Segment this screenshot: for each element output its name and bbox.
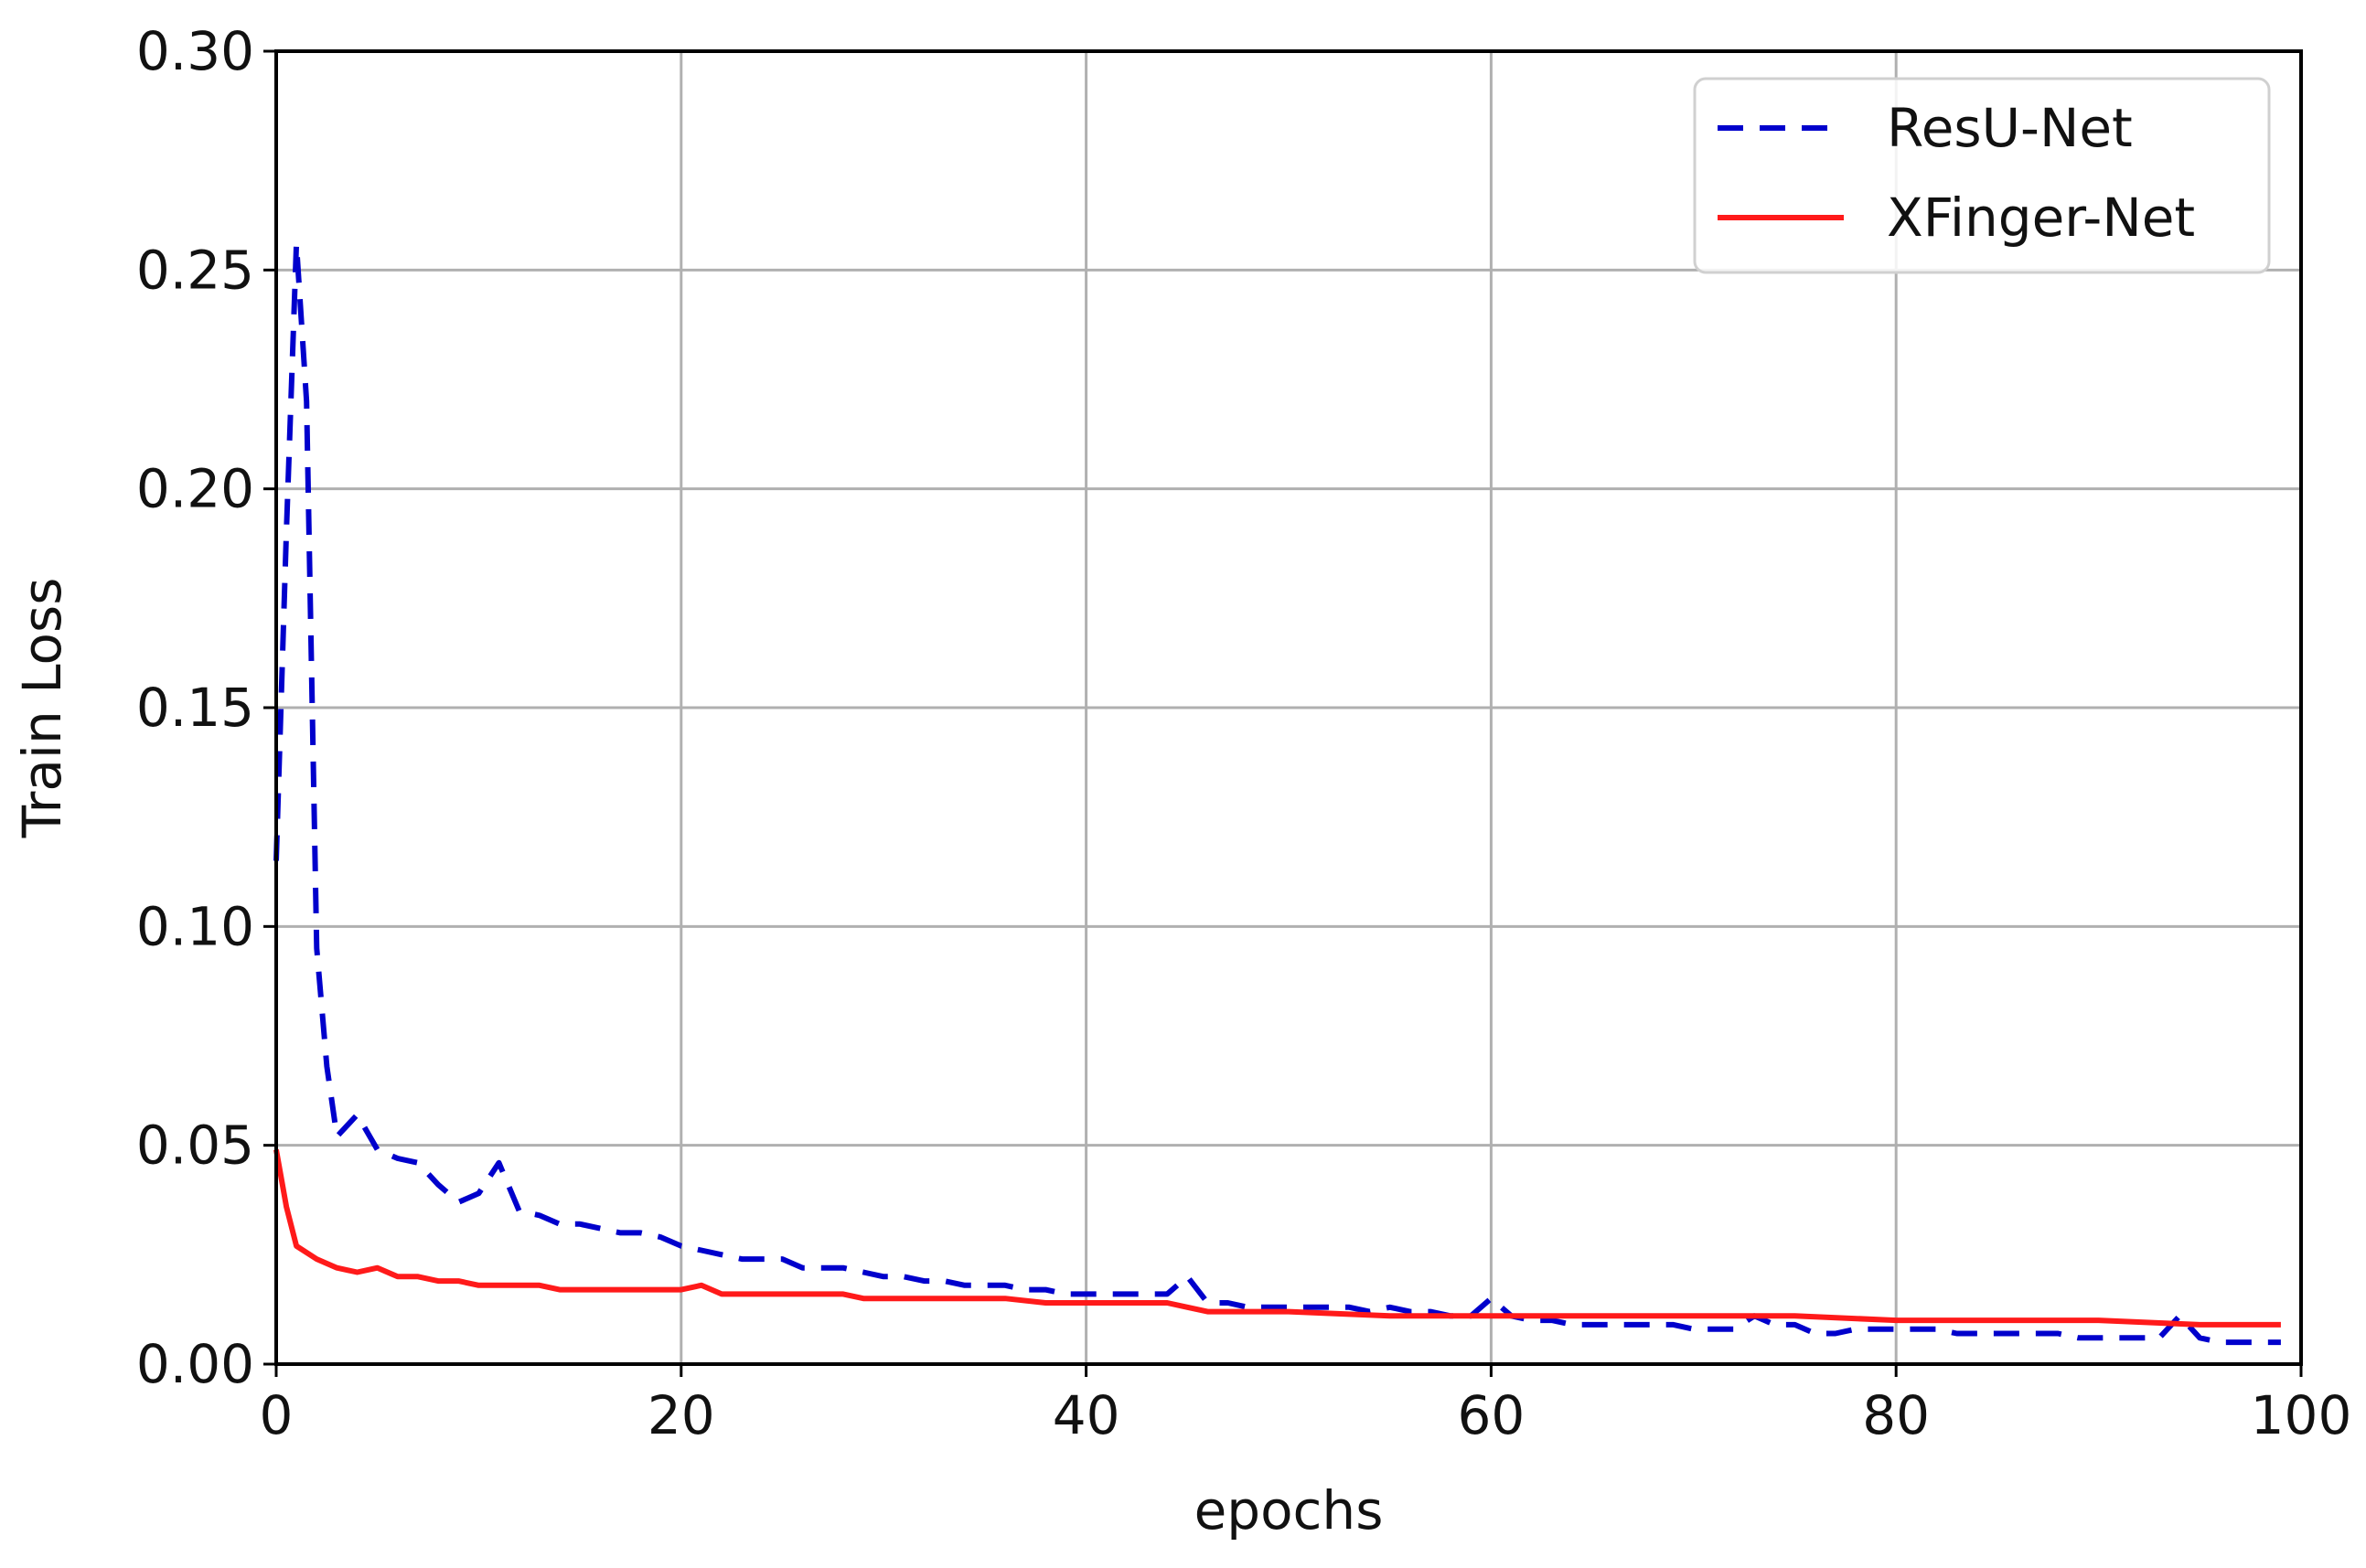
y-tick-label: 0.10 [136, 895, 254, 957]
y-tick-label: 0.05 [136, 1115, 254, 1177]
x-tick-label: 40 [1053, 1384, 1120, 1446]
legend-box [1693, 77, 2271, 274]
x-axis-label: epochs [1194, 1479, 1384, 1541]
y-axis-label: Train Loss [11, 578, 73, 839]
x-tick-label: 0 [260, 1384, 294, 1446]
y-tick-label: 0.25 [136, 239, 254, 301]
series-layer [273, 240, 2281, 1346]
x-tick-label: 80 [1862, 1384, 1930, 1446]
grid [274, 49, 2303, 1366]
legend: ResU-Net XFinger-Net [1693, 77, 2271, 274]
x-tick-label: 100 [2251, 1384, 2352, 1446]
x-tick-label: 60 [1457, 1384, 1525, 1446]
series-line-xfinger-net [273, 1148, 2281, 1328]
x-tick-label: 20 [648, 1384, 715, 1446]
y-tick-label: 0.00 [136, 1333, 254, 1395]
ticks: 0 20 40 60 80 100 0.00 0.05 0.10 0.15 0.20 0.25 0.30 [136, 20, 2352, 1446]
legend-label-xfinger-net: XFinger-Net [1887, 187, 2195, 249]
legend-label-resu-net: ResU-Net [1887, 97, 2133, 159]
y-tick-label: 0.20 [136, 458, 254, 520]
y-tick-label: 0.15 [136, 677, 254, 739]
y-tick-label: 0.30 [136, 20, 254, 82]
